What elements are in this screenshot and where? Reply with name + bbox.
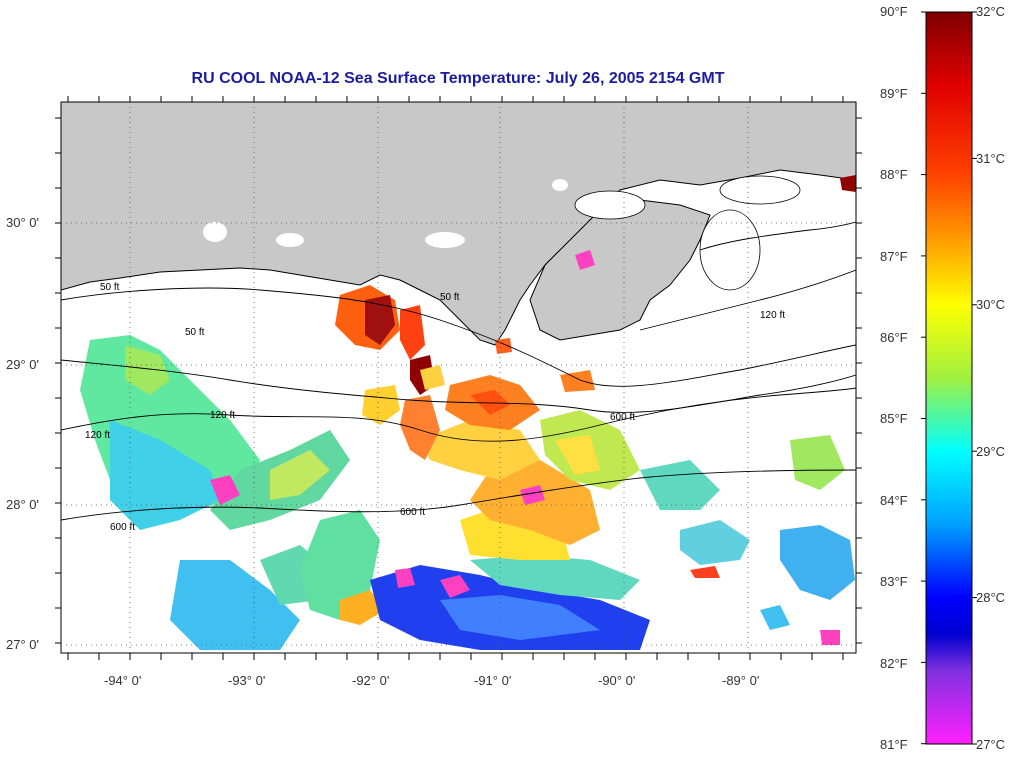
axis-ticks [55,96,862,660]
contour-label: 50 ft [185,327,205,338]
lon-label: -94° 0' [104,673,142,688]
contour-label-group: 50 ft 50 ft 50 ft 120 ft 120 ft 120 ft 6… [85,282,785,533]
colorbar-c-label: 32°C [976,4,1006,19]
contour-label: 50 ft [440,292,460,303]
colorbar-c-label: 27°C [976,737,1006,752]
contour-label: 120 ft [85,430,110,441]
colorbar-f-label: 82°F [880,656,908,671]
colorbar-ticks [921,11,977,745]
colorbar-f-label: 88°F [880,167,908,182]
contour-label: 600 ft [110,522,135,533]
lat-label: 30° 0' [6,215,39,230]
colorbar-f-label: 84°F [880,493,908,508]
map-frame [60,101,857,654]
contour-label: 600 ft [400,507,425,518]
lon-label: -89° 0' [722,673,760,688]
lon-label: -93° 0' [228,673,266,688]
lat-label: 27° 0' [6,637,39,652]
colorbar-f-label: 83°F [880,574,908,589]
lon-label: -92° 0' [352,673,390,688]
colorbar-f-label: 87°F [880,249,908,264]
contour-label: 120 ft [760,310,785,321]
land-mass [61,102,856,346]
contour-lines [61,221,856,521]
colorbar [925,11,973,745]
colorbar-c-label: 30°C [976,297,1006,312]
lat-label: 29° 0' [6,357,39,372]
delta-land [529,199,711,341]
colorbar-c-label: 31°C [976,151,1006,166]
colorbar-c-label: 29°C [976,444,1006,459]
lon-label: -90° 0' [598,673,636,688]
colorbar-f-label: 90°F [880,4,908,19]
contour-label: 120 ft [210,410,235,421]
colorbar-f-label: 85°F [880,411,908,426]
graticule [61,102,856,653]
contour-label: 50 ft [100,282,120,293]
map-area [61,102,856,653]
contour-label: 600 ft [610,412,635,423]
colorbar-f-label: 86°F [880,330,908,345]
colorbar-f-label: 89°F [880,86,908,101]
lat-label: 28° 0' [6,497,39,512]
colorbar-c-label: 28°C [976,590,1006,605]
lon-label: -91° 0' [474,673,512,688]
sst-data [80,175,856,650]
colorbar-f-label: 81°F [880,737,908,752]
map-title: RU COOL NOAA-12 Sea Surface Temperature:… [191,70,725,87]
